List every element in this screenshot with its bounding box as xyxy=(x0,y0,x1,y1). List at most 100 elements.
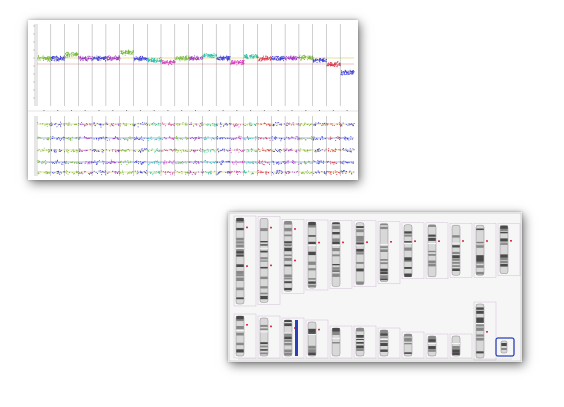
chromosome-band xyxy=(284,333,292,336)
copy-number-plot xyxy=(28,24,358,176)
chromosome-marker xyxy=(98,110,100,111)
chromosome-band xyxy=(404,234,412,237)
chromosome-band xyxy=(236,349,244,353)
chromosome-band xyxy=(308,281,316,284)
chromosome xyxy=(353,325,377,359)
chromosome-band xyxy=(356,252,364,255)
chromosome xyxy=(401,222,425,280)
chromosome-band xyxy=(452,245,460,248)
chromosome-band xyxy=(260,266,268,269)
chromosome-band xyxy=(500,225,508,229)
chromosome-band xyxy=(284,287,292,291)
chromosome-segment xyxy=(340,24,355,176)
chromosome-band xyxy=(356,242,364,245)
chromosome-segment xyxy=(202,24,217,176)
chromosome-segment xyxy=(78,24,93,176)
chromosome-band xyxy=(476,320,484,323)
chromosome-marker xyxy=(332,110,334,111)
chromosome-band xyxy=(236,221,244,223)
chromosome-band xyxy=(356,239,364,242)
chromosome-band xyxy=(476,261,484,264)
chromosome xyxy=(329,220,353,289)
chromosome-band xyxy=(236,326,244,330)
chromosome-band xyxy=(452,265,460,267)
chromosome-band xyxy=(284,352,292,356)
chromosome-band xyxy=(332,270,340,272)
chromosome-segment xyxy=(216,24,231,176)
chromosome-band xyxy=(236,332,244,336)
chromosome-band xyxy=(500,228,508,232)
chromosome-band xyxy=(260,260,268,262)
chromosome xyxy=(473,301,497,361)
chromosome-marker xyxy=(153,110,155,111)
chromosome-segment xyxy=(174,24,190,176)
chromosome-band xyxy=(308,332,316,335)
selection-box xyxy=(495,337,515,357)
chromosome-segment xyxy=(271,24,286,176)
chromosome-band xyxy=(500,257,508,261)
chromosome-band xyxy=(476,310,484,314)
aberration-marker xyxy=(270,325,272,328)
chromosome-band xyxy=(260,286,268,289)
chromosome-segment xyxy=(147,24,162,176)
karyogram-frame xyxy=(228,212,522,362)
chromosome-band xyxy=(284,227,292,232)
aberration-marker xyxy=(318,328,320,331)
chromosome-band xyxy=(452,268,460,271)
chromosome-band xyxy=(260,276,268,280)
chromosome-band xyxy=(428,254,436,256)
chromosome-band xyxy=(404,260,412,262)
karyogram xyxy=(228,212,522,362)
chromosome-segment xyxy=(243,24,259,176)
chromosome-band xyxy=(380,278,388,281)
chromosome-band xyxy=(428,263,436,267)
chromosome-band xyxy=(356,235,364,240)
chromosome-segment xyxy=(284,24,300,176)
chromosome-band xyxy=(428,250,436,253)
chromosome-band xyxy=(428,234,436,237)
chromosome-band xyxy=(260,342,268,345)
chromosome-band xyxy=(236,218,244,222)
chromosome xyxy=(257,216,281,305)
chromosome-band xyxy=(404,241,412,243)
chromosome-segment xyxy=(312,24,328,176)
chromosome xyxy=(449,222,473,278)
chromosome xyxy=(377,327,401,359)
chromosome-band xyxy=(380,275,388,279)
chromosome xyxy=(233,313,257,359)
chromosome-band xyxy=(452,258,460,261)
chromosome-band xyxy=(428,336,436,340)
chromosome-band xyxy=(332,238,340,242)
chromosome-band xyxy=(476,307,484,310)
chromosome-band xyxy=(404,247,412,251)
chromosome-band xyxy=(501,348,507,350)
chromosome-band xyxy=(356,226,364,228)
chromosome-band xyxy=(380,339,388,343)
chromosome xyxy=(233,215,257,307)
chromosome-band xyxy=(356,328,364,332)
chromosome-band xyxy=(380,226,388,230)
chromosome-band xyxy=(452,349,460,353)
chromosome-band xyxy=(356,229,364,233)
chromosome-band xyxy=(500,232,508,234)
chromosome-marker xyxy=(291,110,293,111)
aberration-marker xyxy=(486,240,488,242)
chromosome-band xyxy=(452,352,460,356)
chromosome-band xyxy=(476,265,484,268)
chromosome-band xyxy=(380,330,388,334)
chromosome-band xyxy=(356,281,364,285)
chromosome-band xyxy=(404,341,412,345)
chromosome-band xyxy=(236,237,244,241)
chromosome-band xyxy=(428,349,436,352)
chromosome-marker xyxy=(71,110,72,111)
chromosome-marker xyxy=(319,110,320,111)
aberration-marker xyxy=(318,241,320,244)
chromosome-band xyxy=(380,223,388,226)
chromosome-band xyxy=(380,271,388,275)
chromosome-band xyxy=(332,267,340,270)
chromosome-band xyxy=(428,346,436,350)
chromosome-band xyxy=(476,324,484,327)
chromosome-band xyxy=(404,257,412,261)
chromosome-band xyxy=(236,254,244,257)
chromosome-marker xyxy=(222,110,224,111)
